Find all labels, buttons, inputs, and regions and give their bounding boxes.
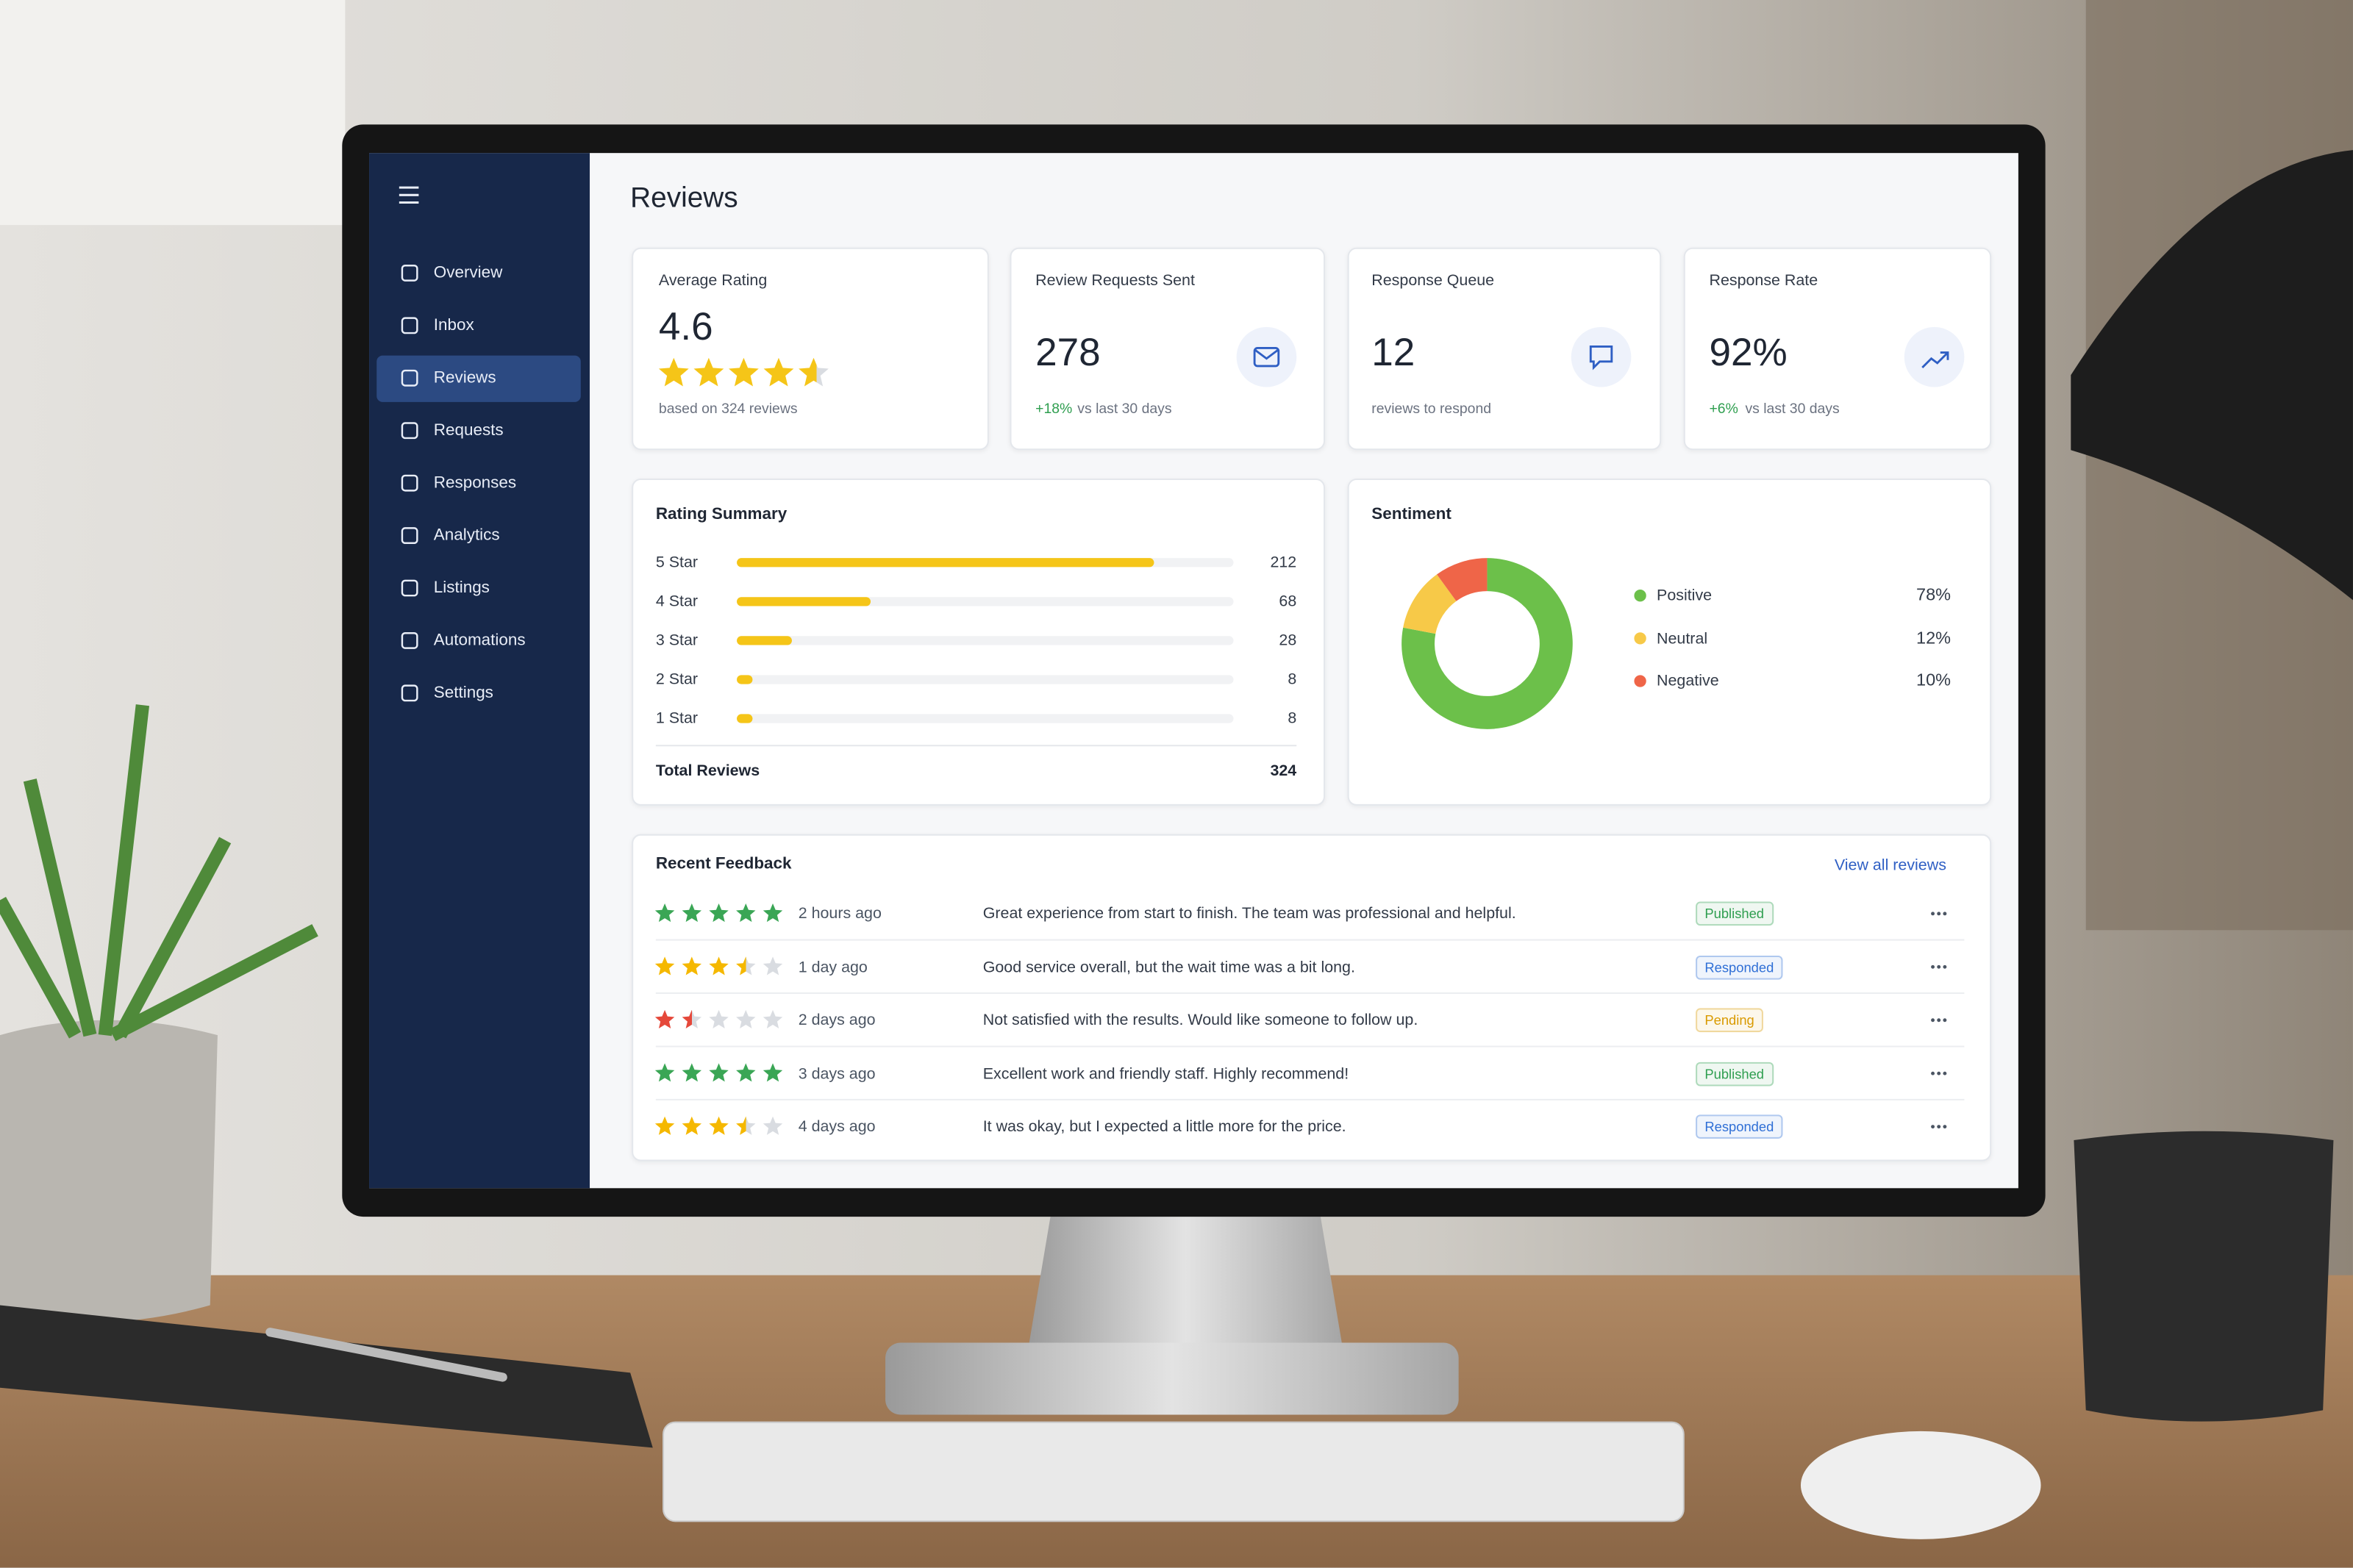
kpi-value: 12 bbox=[1371, 329, 1415, 375]
nav-item[interactable]: Inbox bbox=[433, 316, 474, 335]
stand-base bbox=[885, 1342, 1459, 1415]
kpi-label: Average Rating bbox=[658, 271, 768, 290]
sidebar bbox=[369, 153, 590, 1189]
plant bbox=[0, 704, 318, 1042]
status-badge: Published bbox=[1696, 901, 1774, 926]
nav-item[interactable]: Automations bbox=[433, 631, 526, 650]
page-title: Reviews bbox=[630, 182, 738, 215]
feedback-text: Not satisfied with the results. Would li… bbox=[982, 1011, 1418, 1029]
row-count: 8 bbox=[1288, 709, 1297, 728]
kpi-delta: +18% bbox=[1035, 401, 1073, 418]
feedback-time: 2 days ago bbox=[798, 1011, 876, 1029]
notebook bbox=[0, 1305, 653, 1448]
kpi-note: vs last 30 days bbox=[1745, 401, 1840, 418]
card-title: Recent Feedback bbox=[655, 855, 792, 873]
status-badge: Responded bbox=[1696, 954, 1783, 979]
kpi-note: based on 324 reviews bbox=[658, 401, 798, 418]
menu-icon bbox=[399, 186, 419, 204]
kpi-label: Response Queue bbox=[1371, 271, 1495, 290]
nav-item[interactable]: Listings bbox=[433, 579, 490, 598]
legend-value: 10% bbox=[1916, 672, 1952, 690]
status-badge: Published bbox=[1696, 1061, 1774, 1086]
nav-item[interactable]: Settings bbox=[433, 684, 493, 703]
row-label: 2 Star bbox=[655, 670, 699, 689]
row-count: 28 bbox=[1279, 631, 1297, 650]
row-label: 4 Star bbox=[655, 593, 699, 611]
nav-item[interactable]: Responses bbox=[433, 473, 517, 493]
nav-item[interactable]: Overview bbox=[433, 264, 503, 282]
kpi-value: 278 bbox=[1035, 329, 1101, 375]
feedback-text: Good service overall, but the wait time … bbox=[982, 958, 1355, 976]
feedback-text: Great experience from start to finish. T… bbox=[982, 904, 1516, 923]
feedback-time: 1 day ago bbox=[798, 958, 868, 976]
nav-item[interactable]: Reviews bbox=[433, 369, 496, 387]
kpi-value: 4.6 bbox=[658, 304, 713, 349]
nav-item[interactable]: Requests bbox=[433, 421, 504, 440]
feedback-time: 4 days ago bbox=[798, 1117, 876, 1136]
status-badge: Pending bbox=[1696, 1008, 1764, 1033]
kpi-value: 92% bbox=[1709, 329, 1788, 375]
rating-summary-card bbox=[632, 479, 1326, 806]
row-count: 8 bbox=[1288, 670, 1297, 689]
row-label: 1 Star bbox=[655, 709, 699, 728]
nav-active-bg bbox=[376, 355, 581, 402]
pen bbox=[265, 1328, 507, 1382]
kpi-label: Review Requests Sent bbox=[1035, 271, 1195, 290]
keyboard bbox=[663, 1421, 1685, 1522]
card-title: Rating Summary bbox=[655, 505, 788, 524]
kpi-card bbox=[632, 247, 989, 451]
nav-item[interactable]: Analytics bbox=[433, 526, 500, 545]
kpi-note: vs last 30 days bbox=[1077, 401, 1172, 418]
feedback-time: 2 hours ago bbox=[798, 904, 882, 923]
row-label: 5 Star bbox=[655, 554, 699, 572]
kpi-label: Response Rate bbox=[1709, 271, 1818, 290]
wall-frame bbox=[0, 0, 346, 226]
mouse bbox=[1800, 1431, 2041, 1539]
row-count: 68 bbox=[1279, 593, 1297, 611]
row-label: 3 Star bbox=[655, 631, 699, 650]
stand-neck bbox=[1027, 1217, 1343, 1350]
legend-label: Neutral bbox=[1657, 629, 1708, 648]
legend-label: Positive bbox=[1657, 586, 1713, 605]
total-label: Total Reviews bbox=[655, 762, 760, 781]
mug bbox=[2074, 1131, 2334, 1422]
legend-value: 12% bbox=[1916, 629, 1952, 648]
feedback-text: It was okay, but I expected a little mor… bbox=[982, 1117, 1346, 1136]
lamp bbox=[2071, 150, 2353, 601]
card-title: Sentiment bbox=[1371, 505, 1452, 524]
row-count: 212 bbox=[1270, 554, 1297, 572]
status-badge: Responded bbox=[1696, 1114, 1783, 1139]
kpi-note: reviews to respond bbox=[1371, 401, 1492, 418]
total-value: 324 bbox=[1270, 762, 1297, 781]
feedback-time: 3 days ago bbox=[798, 1064, 876, 1083]
plant-pot bbox=[0, 1020, 218, 1322]
legend-value: 78% bbox=[1916, 586, 1952, 605]
feedback-text: Excellent work and friendly staff. Highl… bbox=[982, 1064, 1349, 1083]
feedback-card bbox=[632, 834, 1992, 1161]
legend-label: Negative bbox=[1657, 672, 1719, 690]
kpi-delta: +6% bbox=[1709, 401, 1738, 418]
view-all-link[interactable]: View all reviews bbox=[1834, 856, 1946, 875]
